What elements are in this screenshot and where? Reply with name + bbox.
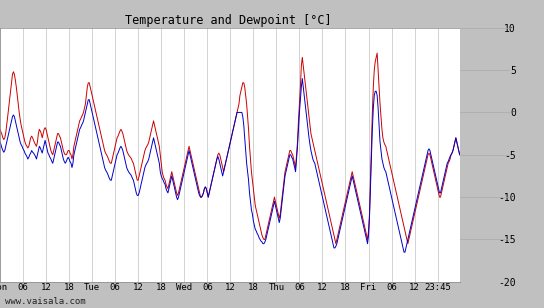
Text: www.vaisala.com: www.vaisala.com — [5, 298, 86, 306]
Text: Temperature and Dewpoint [°C]: Temperature and Dewpoint [°C] — [125, 14, 332, 27]
